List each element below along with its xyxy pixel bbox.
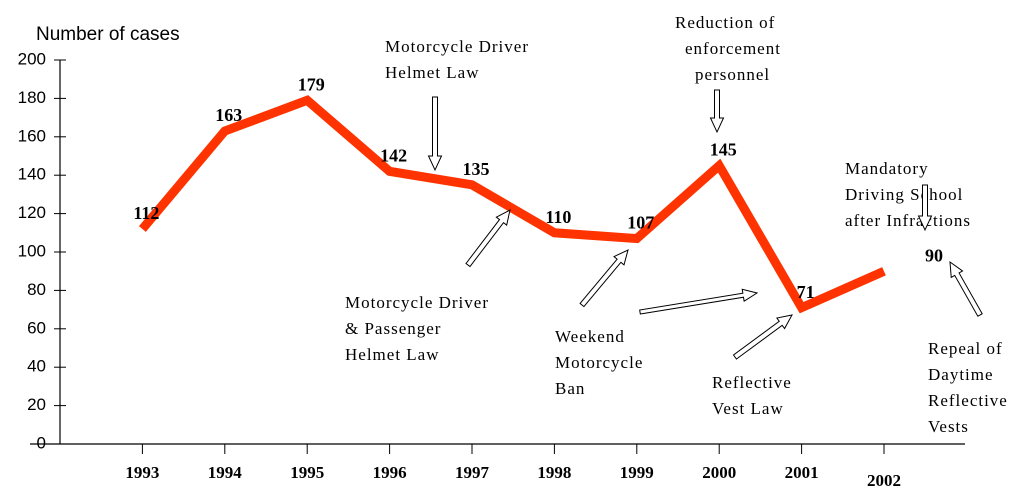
annotation: Motorcycle [555, 353, 643, 372]
data-label: 107 [627, 213, 654, 233]
annotation: Vest Law [712, 399, 784, 418]
arrow [639, 288, 759, 315]
x-tick-label: 1999 [620, 463, 654, 482]
annotation: Daytime [928, 365, 994, 384]
y-tick-label: 140 [18, 165, 46, 184]
annotation: personnel [695, 65, 770, 84]
data-label: 71 [797, 282, 815, 302]
annotation: Reflective [712, 373, 792, 392]
annotation: Motorcycle Driver [345, 293, 489, 312]
data-label: 135 [463, 159, 490, 179]
data-label: 90 [925, 245, 943, 265]
data-label: 112 [133, 203, 159, 223]
arrow [732, 314, 793, 360]
y-tick-label: 100 [18, 241, 46, 260]
data-label: 142 [380, 145, 407, 165]
y-tick-label: 60 [27, 318, 46, 337]
y-tick-label: 120 [18, 203, 46, 222]
annotation: Vests [928, 417, 969, 436]
arrow [465, 209, 511, 268]
x-tick-label: 1995 [290, 463, 324, 482]
annotation: Motorcycle Driver [385, 37, 529, 56]
arrow [949, 260, 983, 317]
arrow [579, 249, 629, 308]
annotation: Driving School [845, 185, 963, 204]
x-tick-label: 1994 [208, 463, 243, 482]
annotation: Reflective [928, 391, 1008, 410]
arrow [709, 89, 725, 134]
x-tick-label: 1998 [537, 463, 571, 482]
x-tick-label: 2000 [702, 463, 736, 482]
y-axis-title: Number of cases [36, 24, 180, 45]
y-tick-label: 0 [37, 433, 46, 452]
data-label: 163 [215, 105, 242, 125]
y-tick-label: 80 [27, 280, 46, 299]
y-tick-label: 180 [18, 88, 46, 107]
x-tick-label: 2001 [785, 463, 819, 482]
y-tick-label: 20 [27, 395, 46, 414]
data-label: 179 [298, 74, 325, 94]
x-tick-label: 2002 [867, 471, 901, 489]
annotation: & Passenger [345, 319, 441, 338]
annotation: after Infractions [845, 211, 971, 230]
y-tick-label: 160 [18, 126, 46, 145]
annotation: Repeal of [928, 339, 1003, 358]
annotation: Mandatory [845, 159, 929, 178]
x-tick-label: 1993 [125, 463, 159, 482]
annotation: Weekend [555, 327, 625, 346]
y-tick-label: 40 [27, 357, 46, 376]
annotation: Reduction of [675, 13, 775, 32]
x-tick-label: 1997 [455, 463, 490, 482]
line-series [138, 95, 886, 314]
x-tick-label: 1996 [373, 463, 407, 482]
arrow [917, 184, 933, 232]
annotation: enforcement [685, 39, 781, 58]
data-label: 110 [545, 207, 571, 227]
annotation: Helmet Law [345, 345, 440, 364]
arrow [427, 96, 443, 172]
annotation: Ban [555, 379, 585, 398]
data-label: 145 [710, 140, 737, 160]
annotation: Helmet Law [385, 63, 480, 82]
y-tick-label: 200 [18, 49, 46, 68]
